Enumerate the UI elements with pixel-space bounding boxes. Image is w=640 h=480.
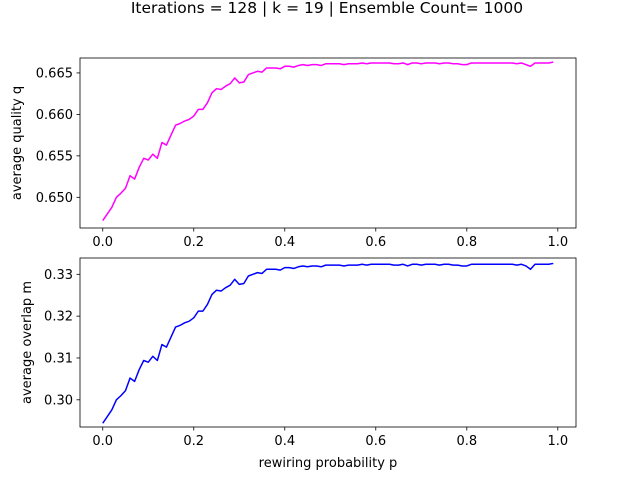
x-tick-label: 0.6 [365,434,386,449]
y-tick-label: 0.660 [36,108,73,123]
y-axis-label: average overlap m [20,281,35,404]
x-tick-label: 0.0 [92,235,113,250]
y-axis-label: average quality q [10,86,25,200]
axes-frame [79,57,577,229]
plot-area [80,258,576,427]
series-line-overlap [102,262,554,424]
y-tick-label: 0.30 [44,393,73,408]
x-axis-label: rewiring probability p [259,456,398,471]
x-tick-label: 0.4 [274,235,295,250]
y-tick-label: 0.32 [44,310,73,325]
series-line-quality [102,61,554,221]
axes-frame [79,257,577,428]
y-tick-label: 0.31 [44,351,73,366]
x-tick-label: 1.0 [547,434,568,449]
x-tick-label: 0.2 [183,434,204,449]
plots: 0.0 0.2 0.4 0.6 0.8 1.0 0.650 0.655 0.660 0.665 re… [10,57,577,471]
y-tick-label: 0.650 [36,191,73,206]
figure-suptitle: Iterations = 128 | k = 19 | Ensemble Cou… [131,0,523,17]
x-tick-label: 0.2 [183,235,204,250]
x-tick-label: 0.8 [456,434,477,449]
x-tick-label: 0.6 [365,235,386,250]
chart-quality: 0.00.20.40.60.81.00.6500.6550.6600.665re… [10,57,577,272]
plot-area [80,58,576,228]
x-tick-label: 1.0 [547,235,568,250]
x-tick-label: 0.4 [274,434,295,449]
y-tick-label: 0.665 [36,66,73,81]
chart-overlap: 0.0 0.2 0.4 0.6 0.8 1.0 0.30 0.31 0.32 0.33 rewiri… [20,257,577,471]
y-tick-label: 0.33 [44,268,73,283]
x-tick-label: 0.0 [92,434,113,449]
y-tick-label: 0.655 [36,149,73,164]
x-tick-label: 0.8 [456,235,477,250]
